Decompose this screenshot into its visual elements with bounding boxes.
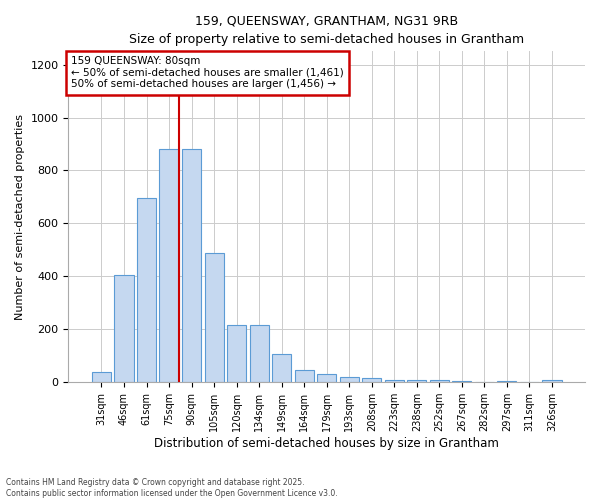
Bar [542,380,562,382]
Bar [137,198,156,382]
Bar [430,380,449,382]
Bar [295,370,314,382]
Bar [227,326,246,382]
Text: 159 QUEENSWAY: 80sqm
← 50% of semi-detached houses are smaller (1,461)
50% of se: 159 QUEENSWAY: 80sqm ← 50% of semi-detac… [71,56,344,90]
Bar [92,372,111,382]
Bar [250,326,269,382]
Text: Contains HM Land Registry data © Crown copyright and database right 2025.
Contai: Contains HM Land Registry data © Crown c… [6,478,338,498]
Y-axis label: Number of semi-detached properties: Number of semi-detached properties [15,114,25,320]
Bar [205,252,224,382]
Bar [362,378,382,382]
Title: 159, QUEENSWAY, GRANTHAM, NG31 9RB
Size of property relative to semi-detached ho: 159, QUEENSWAY, GRANTHAM, NG31 9RB Size … [129,15,524,46]
Bar [272,354,291,382]
X-axis label: Distribution of semi-detached houses by size in Grantham: Distribution of semi-detached houses by … [154,437,499,450]
Bar [385,380,404,382]
Bar [407,380,427,382]
Bar [182,150,201,382]
Bar [317,374,336,382]
Bar [340,378,359,382]
Bar [115,275,134,382]
Bar [160,150,179,382]
